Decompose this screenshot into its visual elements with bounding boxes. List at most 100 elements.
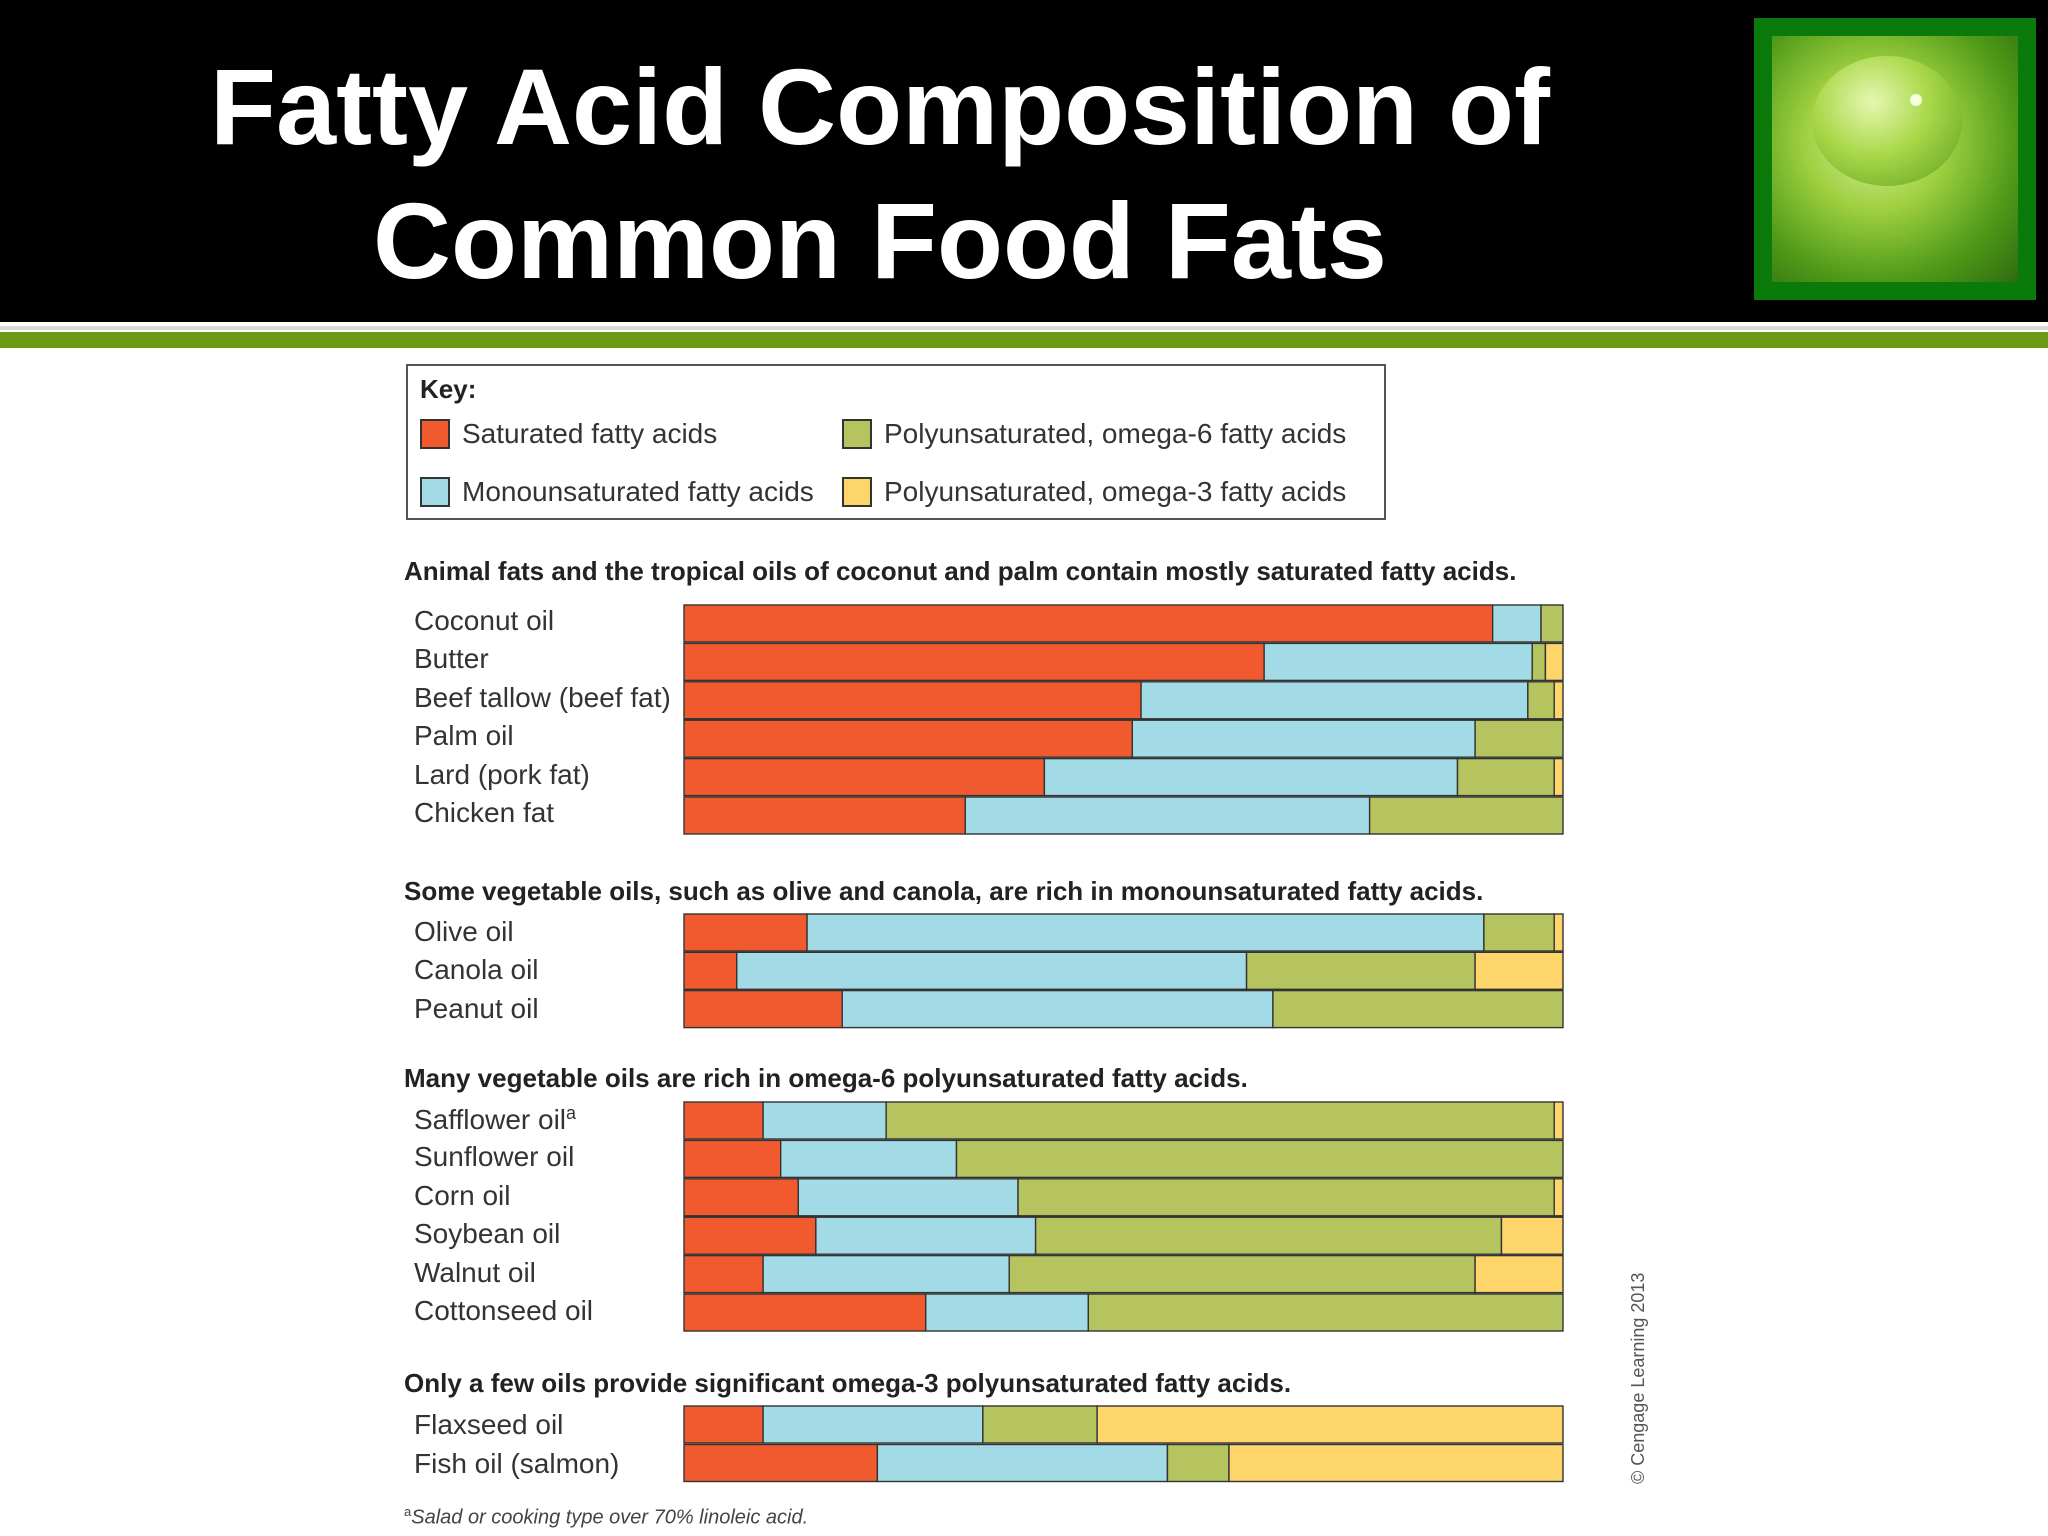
bar-group-4 [683, 1405, 1564, 1483]
row-label-cottonseed-oil: Cottonseed oil [414, 1295, 594, 1326]
bar-segment-palm-oil-monounsaturated [1131, 719, 1476, 758]
bar-segment-fish-oil-salmon-monounsaturated [876, 1443, 1169, 1483]
footnote-text: Salad or cooking type over 70% linoleic … [411, 1506, 809, 1529]
bar-segment-flaxseed-oil-monounsaturated [762, 1405, 984, 1444]
row-label-walnut-oil: Walnut oil [414, 1256, 536, 1288]
bar-segment-palm-oil-saturated [683, 719, 1133, 758]
row-label-flaxseed-oil: Flaxseed oil [414, 1409, 564, 1440]
bar-segment-butter-saturated [683, 642, 1265, 682]
bar-segment-chicken-fat-omega6 [1368, 796, 1564, 835]
bar-segment-olive-oil-omega3 [1553, 913, 1564, 952]
key-swatch-omega6 [842, 419, 872, 449]
bar-segment-palm-oil-omega6 [1474, 719, 1564, 758]
section-heading-monounsaturated: Some vegetable oils, such as olive and c… [404, 876, 1484, 906]
bar-segment-beef-tallow-beef-fat-omega3 [1553, 681, 1564, 720]
bar-segment-walnut-oil-omega3 [1474, 1254, 1564, 1294]
key-label-saturated: Saturated fatty acids [462, 418, 718, 449]
green-pea-image [1772, 36, 2018, 282]
row-label-coconut-oil: Coconut oil [414, 605, 555, 636]
bar-segment-chicken-fat-saturated [683, 796, 966, 835]
bar-segment-canola-oil-saturated [683, 951, 738, 990]
pea-shape [1812, 56, 1962, 186]
bar-segment-beef-tallow-beef-fat-saturated [683, 681, 1142, 720]
bar-segment-corn-oil-monounsaturated [797, 1178, 1019, 1217]
bar-segment-sunflower-oil-omega6 [955, 1139, 1564, 1179]
bar-group-1 [683, 604, 1564, 835]
bar-segment-coconut-oil-monounsaturated [1491, 604, 1542, 643]
key-label-omega6: Polyunsaturated, omega-6 fatty acids [884, 418, 1347, 449]
row-label-beef-tallow-beef-fat: Beef tallow (beef fat) [414, 681, 671, 713]
bar-segment-canola-oil-omega6 [1245, 951, 1476, 990]
bar-segment-fish-oil-salmon-saturated [683, 1443, 879, 1483]
section-heading-omega6: Many vegetable oils are rich in omega-6 … [404, 1063, 1248, 1093]
bar-group-3 [683, 1101, 1564, 1332]
bar-segment-corn-oil-omega3 [1553, 1178, 1564, 1217]
bar-segment-beef-tallow-beef-fat-monounsaturated [1140, 681, 1529, 720]
pea-highlight [1910, 94, 1922, 106]
bar-segment-flaxseed-oil-omega6 [982, 1405, 1098, 1444]
row-label-peanut-oil: Peanut oil [414, 992, 539, 1024]
key-item-omega6: Polyunsaturated, omega-6 fatty acids [842, 418, 1346, 450]
bar-segment-safflower-oil-saturated [683, 1101, 764, 1140]
bar-segment-fish-oil-salmon-omega6 [1166, 1443, 1230, 1483]
bar-segment-canola-oil-monounsaturated [736, 951, 1248, 990]
chart-key: Key: Saturated fatty acids Polyunsaturat… [406, 364, 1386, 520]
bar-segment-soybean-oil-monounsaturated [815, 1216, 1037, 1255]
row-label-safflower-oil: Safflower oila [414, 1103, 577, 1135]
footnote-mark: a [404, 1504, 412, 1519]
bar-segment-peanut-oil-saturated [683, 989, 843, 1029]
header-divider-thin [0, 326, 2048, 330]
key-label-monounsaturated: Monounsaturated fatty acids [462, 476, 814, 507]
row-label-fish-oil-salmon: Fish oil (salmon) [414, 1447, 620, 1479]
row-label-canola-oil: Canola oil [414, 954, 539, 986]
bar-segment-safflower-oil-omega6 [885, 1101, 1555, 1140]
bar-segment-safflower-oil-omega3 [1553, 1101, 1564, 1140]
row-label-palm-oil: Palm oil [414, 720, 514, 752]
key-title: Key: [420, 374, 477, 404]
bar-segment-peanut-oil-monounsaturated [841, 989, 1274, 1029]
header-divider-green [0, 332, 2048, 348]
bar-segment-corn-oil-omega6 [1017, 1178, 1555, 1217]
bar-group-2 [683, 913, 1564, 1029]
bar-segment-flaxseed-oil-omega3 [1096, 1405, 1564, 1444]
bar-segment-coconut-oil-omega6 [1540, 604, 1564, 643]
bar-segment-safflower-oil-monounsaturated [762, 1101, 887, 1140]
bar-segment-lard-pork-fat-omega3 [1553, 757, 1564, 797]
row-label-butter: Butter [414, 643, 489, 675]
bar-segment-canola-oil-omega3 [1474, 951, 1564, 990]
key-swatch-omega3 [842, 477, 872, 507]
pea-photo-frame [1754, 18, 2036, 300]
slide-title-line1: Fatty Acid Composition of [210, 46, 1550, 167]
section-heading-omega3: Only a few oils provide significant omeg… [404, 1368, 1292, 1398]
key-item-monounsaturated: Monounsaturated fatty acids [420, 476, 814, 508]
key-label-omega3: Polyunsaturated, omega-3 fatty acids [884, 476, 1347, 507]
row-label-soybean-oil: Soybean oil [414, 1218, 561, 1250]
bar-segment-cottonseed-oil-saturated [683, 1293, 927, 1332]
bar-segment-walnut-oil-omega6 [1008, 1254, 1476, 1294]
key-item-saturated: Saturated fatty acids [420, 418, 717, 450]
row-label-sunflower-oil: Sunflower oil [414, 1141, 575, 1173]
bar-segment-soybean-oil-omega3 [1500, 1216, 1564, 1255]
bar-segment-sunflower-oil-monounsaturated [779, 1139, 958, 1179]
bar-segment-peanut-oil-omega6 [1272, 989, 1564, 1029]
bar-segment-olive-oil-omega6 [1483, 913, 1555, 952]
bar-segment-olive-oil-saturated [683, 913, 808, 952]
bar-segment-corn-oil-saturated [683, 1178, 799, 1217]
bar-segment-lard-pork-fat-saturated [683, 757, 1046, 797]
bar-segment-walnut-oil-monounsaturated [762, 1254, 1010, 1294]
footnote: aSalad or cooking type over 70% linoleic… [404, 1504, 808, 1530]
section-heading-saturated: Animal fats and the tropical oils of coc… [404, 556, 1517, 586]
slide-header: Fatty Acid Composition of Common Food Fa… [0, 0, 2048, 322]
row-label-chicken-fat: Chicken fat [414, 797, 555, 828]
row-label-lard-pork-fat: Lard (pork fat) [414, 758, 590, 790]
bar-segment-soybean-oil-omega6 [1034, 1216, 1503, 1255]
bar-segment-cottonseed-oil-monounsaturated [925, 1293, 1090, 1332]
bar-segment-butter-monounsaturated [1263, 642, 1533, 682]
bar-segment-butter-omega6 [1531, 642, 1547, 682]
bar-segment-lard-pork-fat-monounsaturated [1043, 757, 1459, 797]
bar-segment-chicken-fat-monounsaturated [964, 796, 1371, 835]
bar-segment-sunflower-oil-saturated [683, 1139, 782, 1179]
bar-segment-cottonseed-oil-omega6 [1087, 1293, 1564, 1332]
bar-segment-lard-pork-fat-omega6 [1456, 757, 1555, 797]
